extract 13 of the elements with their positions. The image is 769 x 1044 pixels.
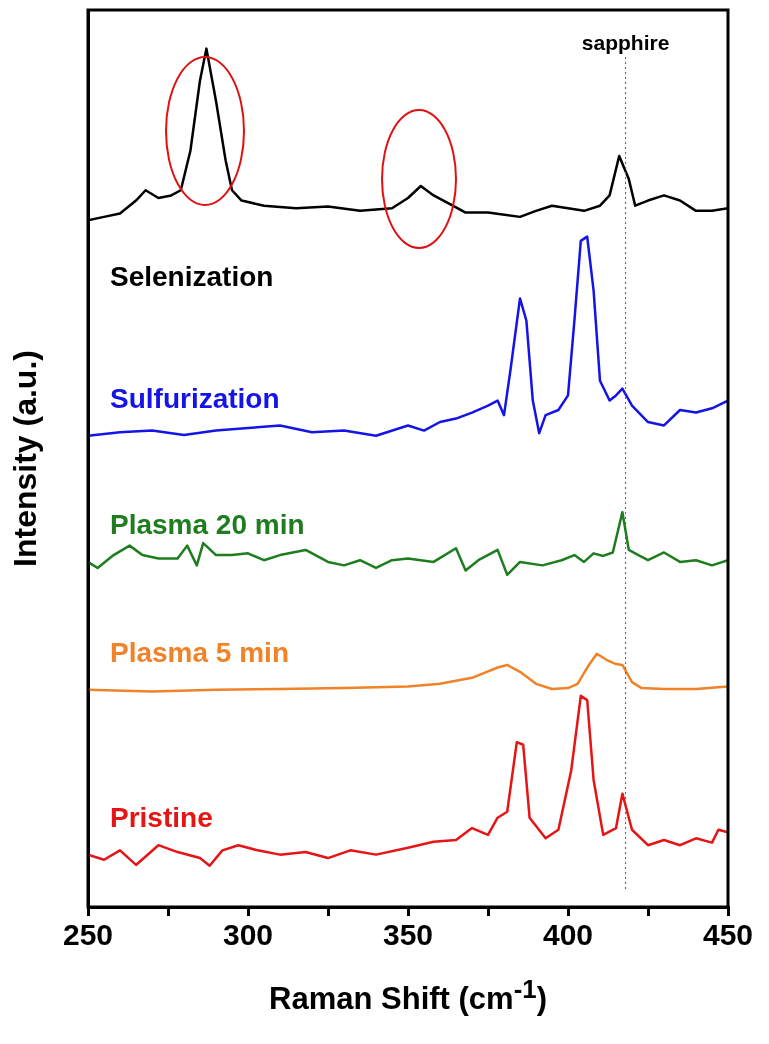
x-tick-label: 250 <box>62 918 114 952</box>
series-label: Plasma 5 min <box>110 636 289 668</box>
x-tick-label: 350 <box>382 918 434 952</box>
x-tick-label: 400 <box>542 918 594 952</box>
ref-line-label: sapphire <box>581 31 670 54</box>
x-tick-label: 450 <box>702 918 754 952</box>
series-label: Pristine <box>110 801 213 833</box>
x-tick-label: 300 <box>222 918 274 952</box>
y-axis-title: Intensity (a.u.) <box>7 350 44 567</box>
series-label: Sulfurization <box>110 382 280 414</box>
x-axis-title: Raman Shift (cm$^{-1}$) <box>268 975 548 1018</box>
series-label: Selenization <box>110 261 274 293</box>
series-label: Plasma 20 min <box>110 508 305 540</box>
